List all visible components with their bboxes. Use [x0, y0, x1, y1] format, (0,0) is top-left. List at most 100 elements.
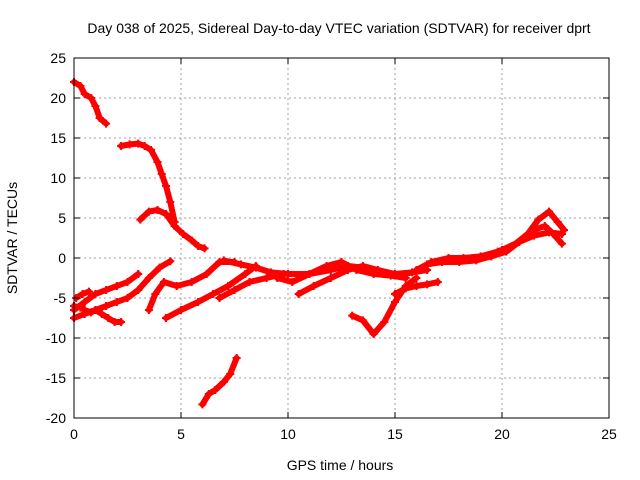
- data-point: [117, 142, 126, 150]
- data-series-track-17: [423, 222, 566, 269]
- data-series-track-13: [294, 262, 432, 298]
- data-point: [236, 260, 245, 269]
- data-point: [557, 230, 566, 238]
- data-point: [102, 286, 111, 294]
- data-point: [412, 266, 421, 274]
- data-point: [273, 274, 282, 282]
- y-tick-label: -5: [54, 290, 67, 306]
- data-series-group: [70, 78, 569, 409]
- data-point: [391, 298, 399, 306]
- x-axis-label: GPS time / hours: [287, 457, 394, 473]
- data-point: [204, 390, 213, 398]
- data-point: [194, 298, 203, 306]
- data-point: [373, 266, 382, 274]
- data-point: [147, 146, 156, 154]
- x-tick-label: 0: [70, 426, 78, 442]
- x-tick-label: 15: [387, 426, 403, 442]
- data-point: [102, 302, 111, 310]
- y-tick-label: 25: [50, 50, 66, 66]
- data-point: [166, 198, 175, 206]
- data-point: [134, 270, 143, 278]
- data-point: [483, 251, 492, 260]
- data-series-track-14: [348, 274, 421, 338]
- data-point: [187, 278, 196, 286]
- data-point: [102, 119, 111, 128]
- data-point: [391, 270, 399, 278]
- data-series-track-8: [144, 258, 239, 314]
- data-point: [140, 142, 149, 150]
- data-point: [87, 308, 96, 317]
- data-point: [423, 280, 432, 289]
- data-point: [232, 354, 241, 362]
- data-point: [219, 256, 228, 265]
- data-point: [202, 270, 211, 278]
- data-point: [91, 306, 100, 314]
- chart-title: Day 038 of 2025, Sidereal Day-to-day VTE…: [87, 20, 590, 36]
- data-point: [112, 282, 121, 290]
- plot-frame: [73, 57, 610, 419]
- data-point: [455, 258, 464, 266]
- data-point: [288, 278, 297, 286]
- data-series-track-15: [391, 278, 442, 298]
- series-line: [145, 259, 238, 313]
- y-axis-label: SDTVAR / TECUs: [4, 182, 20, 294]
- data-point: [170, 222, 179, 230]
- x-tick-label: 25: [601, 426, 617, 442]
- data-point: [187, 236, 196, 245]
- data-point: [423, 260, 432, 269]
- data-point: [343, 266, 352, 274]
- data-point: [177, 306, 185, 314]
- y-tick-label: 5: [58, 210, 66, 226]
- data-point: [134, 286, 143, 294]
- y-tick-label: 10: [50, 170, 66, 186]
- data-point: [166, 257, 175, 266]
- data-point: [358, 316, 367, 325]
- data-point: [553, 218, 562, 226]
- data-point: [348, 311, 357, 320]
- data-point: [391, 290, 399, 298]
- data-point: [465, 255, 474, 264]
- x-tick-label: 20: [494, 426, 510, 442]
- data-point: [80, 306, 89, 314]
- data-point: [117, 318, 126, 326]
- data-point: [545, 207, 554, 216]
- data-point: [215, 294, 224, 302]
- data-point: [401, 284, 410, 293]
- data-point: [125, 140, 134, 149]
- data-point: [144, 306, 153, 314]
- data-point: [219, 378, 228, 386]
- data-point: [91, 102, 100, 110]
- data-point: [157, 170, 166, 178]
- y-tick-label: 20: [50, 90, 66, 106]
- data-point: [172, 282, 181, 290]
- y-tick-label: -20: [46, 410, 66, 426]
- data-point: [123, 294, 132, 302]
- series-line: [118, 140, 178, 225]
- data-series-track-19: [198, 354, 241, 409]
- data-point: [80, 298, 89, 306]
- data-point: [95, 114, 104, 122]
- data-point: [97, 310, 106, 318]
- data-point: [337, 258, 346, 266]
- data-point: [358, 262, 367, 270]
- data-point: [284, 270, 292, 278]
- data-point: [530, 231, 539, 240]
- data-point: [84, 287, 93, 296]
- data-point: [412, 282, 421, 290]
- data-point: [134, 139, 143, 148]
- grid-lines: [74, 58, 609, 418]
- data-point: [194, 242, 203, 250]
- data-point: [76, 303, 85, 312]
- axis-ticks: 0 5 10 15 20 25 -20 -15 -10 -5 0 5 10 15 20 25: [46, 50, 617, 442]
- data-point: [305, 270, 314, 278]
- data-point: [438, 258, 447, 266]
- x-tick-label: 5: [177, 426, 185, 442]
- data-point: [412, 274, 421, 282]
- data-series-track-18: [465, 228, 566, 264]
- data-point: [230, 286, 239, 294]
- data-point: [198, 400, 207, 409]
- data-point: [262, 274, 271, 282]
- y-tick-label: 0: [58, 250, 66, 266]
- data-series-track-3: [136, 206, 209, 253]
